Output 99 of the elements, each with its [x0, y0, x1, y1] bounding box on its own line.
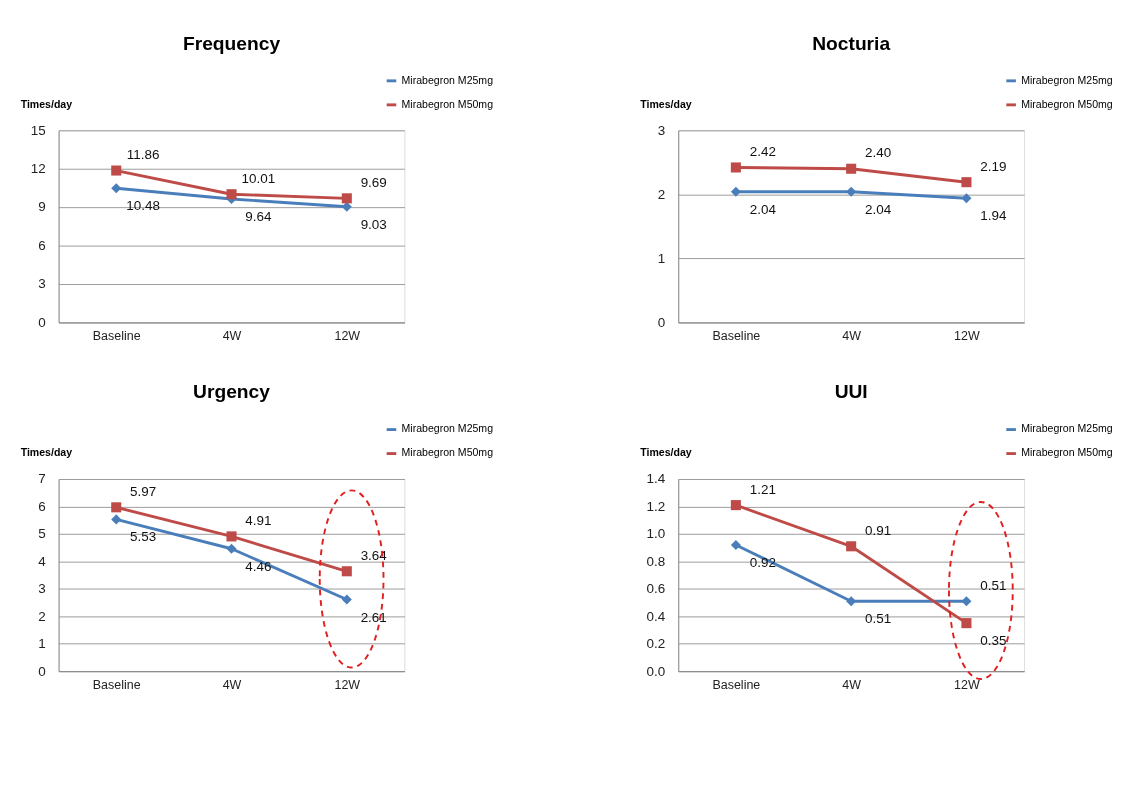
point [961, 177, 972, 188]
legend-label: Mirabegron M50mg [401, 97, 494, 110]
point [846, 163, 857, 174]
point [341, 594, 352, 605]
point [111, 514, 122, 525]
point [226, 543, 237, 554]
point [961, 596, 972, 607]
x-tick-label: 12W [334, 677, 361, 692]
point [111, 183, 122, 194]
y-tick-label: 5 [38, 526, 46, 542]
point [341, 193, 352, 204]
data-label: 0.51 [980, 577, 1007, 593]
y-tick-label: 7 [38, 471, 46, 487]
legend-label: Mirabegron M25mg [401, 73, 494, 86]
point [730, 500, 741, 511]
data-label: 5.53 [130, 529, 157, 545]
y-tick-label: 2 [657, 186, 666, 202]
x-tick-label: Baseline [712, 329, 761, 344]
y-tick-label: 9 [38, 199, 46, 215]
data-label: 9.03 [360, 216, 387, 232]
y-tick-label: 1.4 [646, 471, 666, 487]
y-tick-label: 3 [657, 122, 666, 138]
data-label: 2.04 [864, 201, 892, 217]
x-tick-label: Baseline [92, 677, 141, 692]
data-label: 9.69 [360, 174, 387, 190]
y-axis-title: Times/day [640, 446, 692, 459]
data-label: 4.91 [245, 512, 272, 528]
x-tick-label: 12W [334, 329, 361, 344]
data-label: 1.21 [749, 481, 776, 497]
y-tick-label: 1 [657, 250, 666, 266]
point [846, 186, 857, 197]
y-tick-label: 4 [38, 553, 47, 569]
point [961, 618, 972, 629]
data-label: 9.64 [245, 209, 273, 225]
y-tick-label: 6 [38, 498, 46, 514]
y-tick-label: 0 [38, 314, 46, 330]
data-label: 0.91 [864, 522, 892, 538]
point [730, 539, 741, 550]
data-label: 3.64 [360, 547, 388, 563]
y-tick-label: 2 [38, 608, 46, 624]
chart-title: Nocturia [812, 32, 891, 54]
y-tick-label: 15 [30, 122, 46, 138]
y-tick-label: 0.0 [646, 663, 666, 679]
x-tick-label: 4W [842, 329, 862, 344]
chart-title: UUI [834, 381, 868, 403]
point [341, 566, 352, 577]
data-label: 0.92 [749, 555, 776, 571]
data-label: 2.42 [749, 143, 776, 159]
legend-label: Mirabegron M50mg [401, 446, 494, 459]
point [226, 189, 237, 200]
data-label: 4.46 [245, 558, 272, 574]
legend-label: Mirabegron M50mg [1021, 97, 1113, 110]
point [961, 193, 972, 204]
point [111, 502, 122, 513]
y-tick-label: 1 [38, 636, 46, 652]
x-tick-label: 4W [222, 329, 242, 344]
data-label: 10.48 [126, 198, 160, 214]
data-label: 5.97 [130, 483, 157, 499]
point [846, 541, 857, 552]
data-label: 11.86 [126, 147, 160, 163]
y-tick-label: 1.0 [646, 526, 666, 542]
chart-title: Frequency [182, 32, 281, 54]
data-label: 1.94 [980, 208, 1007, 224]
data-label: 2.19 [980, 158, 1007, 174]
y-tick-label: 1.2 [646, 498, 666, 514]
y-tick-label: 6 [38, 237, 46, 253]
y-axis-title: Times/day [640, 97, 692, 110]
data-label: 10.01 [241, 170, 276, 186]
x-tick-label: Baseline [712, 677, 761, 692]
data-label: 2.04 [749, 201, 777, 217]
y-tick-label: 0 [38, 663, 46, 679]
x-tick-label: 4W [842, 677, 862, 692]
legend-label: Mirabegron M50mg [1021, 446, 1113, 459]
y-tick-label: 0.8 [646, 553, 666, 569]
legend-label: Mirabegron M25mg [1021, 422, 1113, 435]
y-tick-label: 3 [38, 276, 46, 292]
y-tick-label: 3 [38, 581, 46, 597]
point [730, 162, 741, 173]
x-tick-label: 12W [954, 677, 980, 692]
x-tick-label: 4W [222, 677, 242, 692]
y-tick-label: 0.2 [646, 636, 666, 652]
point [111, 165, 122, 176]
data-label: 2.40 [864, 145, 892, 161]
y-axis-title: Times/day [20, 446, 73, 459]
point [730, 186, 741, 197]
x-tick-label: Baseline [92, 329, 141, 344]
y-tick-label: 0 [657, 314, 666, 330]
point [226, 531, 237, 542]
data-label: 0.35 [980, 633, 1007, 649]
legend-label: Mirabegron M25mg [401, 422, 494, 435]
chart-title: Urgency [193, 381, 271, 403]
x-tick-label: 12W [954, 329, 980, 344]
y-axis-title: Times/day [20, 97, 73, 110]
legend-label: Mirabegron M25mg [1021, 73, 1113, 86]
y-tick-label: 0.6 [646, 581, 666, 597]
y-tick-label: 12 [30, 161, 46, 177]
data-label: 0.51 [864, 611, 892, 627]
data-label: 2.61 [360, 609, 387, 625]
y-tick-label: 0.4 [646, 608, 666, 624]
